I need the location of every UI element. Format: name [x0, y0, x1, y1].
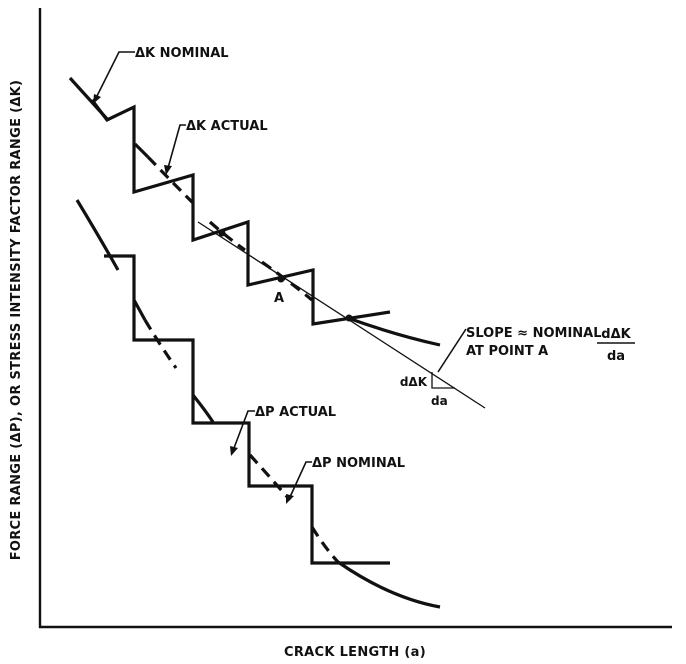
slope-note-line1: SLOPE ≈ NOMINAL [466, 326, 602, 341]
dk-actual-sawtooth [90, 99, 391, 326]
point-a-dot [277, 275, 285, 283]
slope-fraction-numerator: dΔK [601, 327, 631, 342]
dk-nominal-arrowhead [93, 94, 101, 104]
dk-nominal-curve-mid [133, 142, 150, 159]
point-a-label: A [274, 291, 284, 306]
x-axis-title: CRACK LENGTH (a) [284, 645, 426, 660]
dp-nominal-curve-start [75, 199, 120, 271]
dk-dot-3 [345, 314, 353, 322]
dk-nominal-leader [95, 51, 135, 99]
slope-fraction-denominator: da [607, 349, 625, 364]
dk-actual-leader [167, 124, 186, 169]
dk-nominal-curve-end [347, 316, 441, 347]
slope-triangle-horizontal-label: da [431, 394, 448, 408]
dp-actual-staircase [104, 254, 390, 565]
dk-nominal-curve-dashed [146, 155, 197, 207]
dk-nominal-curve-dashed-3 [261, 260, 314, 302]
dp-nominal-curve-dashed-3 [310, 526, 340, 564]
dp-nominal-label: ΔP NOMINAL [312, 456, 405, 471]
dp-actual-leader [233, 410, 255, 449]
slope-note-line2: AT POINT A [466, 344, 548, 359]
dp-nominal-leader [289, 461, 312, 498]
dp-nominal-curve-dashed-2 [248, 453, 292, 502]
tangent-line [197, 221, 486, 409]
dp-nominal-curve-mid [132, 299, 147, 321]
slope-triangle-vertical-label: dΔK [400, 375, 428, 389]
dp-nominal-arrowhead [286, 494, 294, 504]
dp-actual-label: ΔP ACTUAL [255, 405, 336, 420]
dk-actual-arrowhead [164, 165, 172, 175]
slope-triangle [431, 372, 455, 389]
dk-dot-1 [218, 229, 226, 237]
dk-nominal-curve-dashed-2 [208, 220, 246, 252]
dp-nominal-curve-mid-2 [191, 394, 215, 423]
y-axis-title: FORCE RANGE (ΔP), OR STRESS INTENSITY FA… [9, 80, 24, 561]
dp-nominal-curve-end [337, 560, 441, 609]
dk-actual-label: ΔK ACTUAL [186, 119, 268, 134]
dp-actual-arrowhead [230, 446, 238, 456]
dp-nominal-curve-dashed [143, 319, 178, 369]
dk-nominal-label: ΔK NOMINAL [135, 46, 229, 61]
slope-note-leader [437, 328, 467, 373]
